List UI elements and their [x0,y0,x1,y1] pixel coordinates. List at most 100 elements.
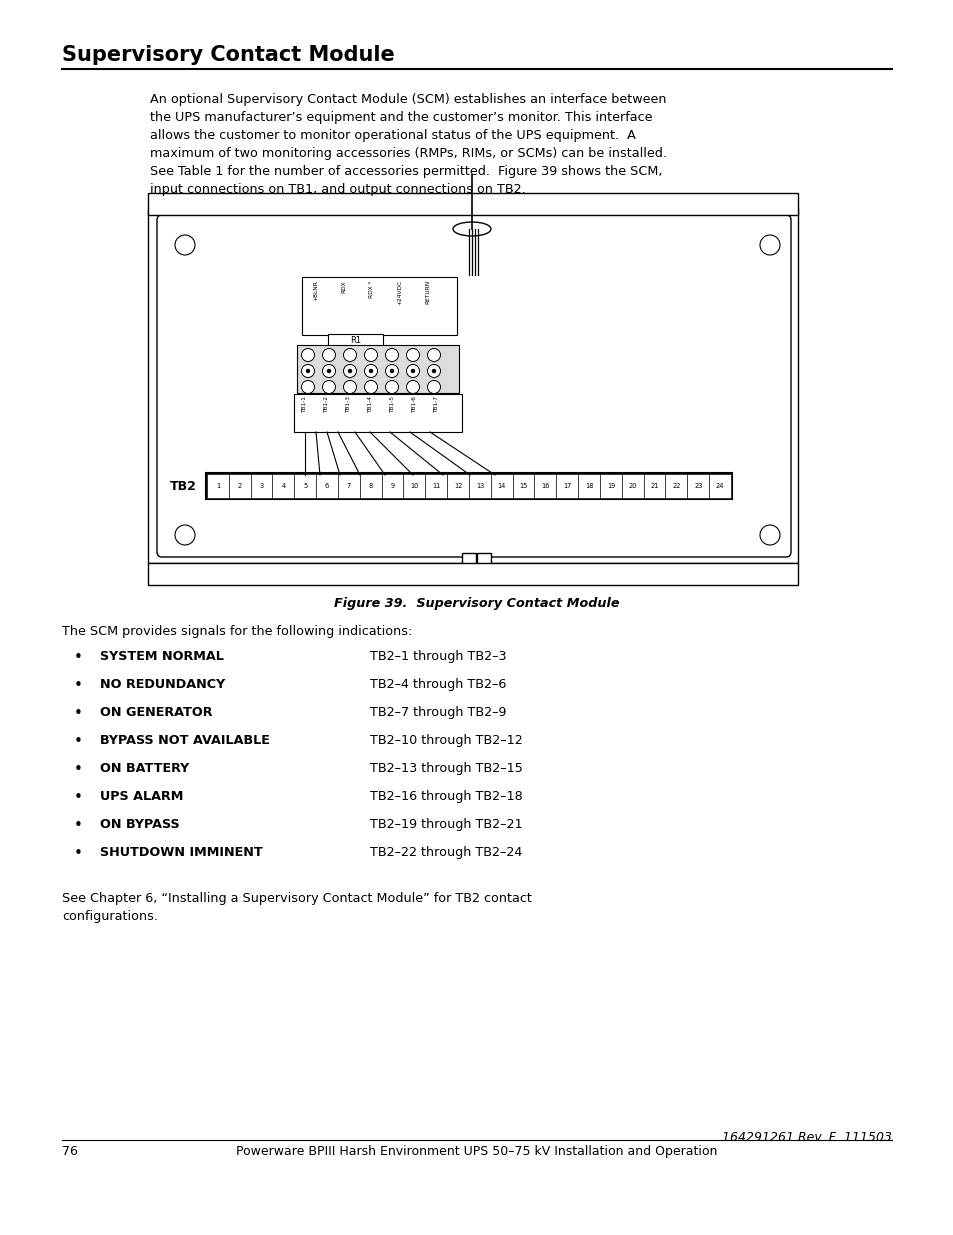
Text: BYPASS NOT AVAILABLE: BYPASS NOT AVAILABLE [100,734,270,747]
Bar [302,277,456,335]
FancyBboxPatch shape [157,215,790,557]
Circle shape [385,380,398,394]
Bar [229,474,251,498]
Text: TB2–4 through TB2–6: TB2–4 through TB2–6 [370,678,506,692]
Circle shape [427,348,440,362]
Text: An optional Supervisory Contact Module (SCM) establishes an interface between
th: An optional Supervisory Contact Module (… [150,93,666,196]
Bar [381,474,403,498]
Text: •: • [74,650,83,664]
Circle shape [385,348,398,362]
Text: SHUTDOWN IMMINENT: SHUTDOWN IMMINENT [100,846,262,860]
Circle shape [301,364,314,378]
Text: •: • [74,846,83,861]
Text: 20: 20 [628,483,637,489]
Bar [425,474,447,498]
Text: 9: 9 [390,483,395,489]
Bar [294,474,315,498]
Text: TB2–10 through TB2–12: TB2–10 through TB2–12 [370,734,522,747]
Text: TB1-4: TB1-4 [368,396,374,412]
Bar [315,474,337,498]
Circle shape [301,348,314,362]
Bar [556,474,578,498]
Text: The SCM provides signals for the following indications:: The SCM provides signals for the followi… [62,625,412,638]
Text: 12: 12 [454,483,462,489]
Circle shape [322,364,335,378]
Bar [599,474,621,498]
Text: 23: 23 [694,483,701,489]
Text: 4: 4 [281,483,285,489]
Text: 3: 3 [259,483,263,489]
Circle shape [427,380,440,394]
Text: 2: 2 [237,483,242,489]
Bar [148,563,797,585]
Text: 14: 14 [497,483,505,489]
Text: TB2–22 through TB2–24: TB2–22 through TB2–24 [370,846,522,860]
Bar [294,394,461,432]
Ellipse shape [461,569,481,585]
Text: 10: 10 [410,483,418,489]
Circle shape [390,369,394,373]
Text: 7: 7 [347,483,351,489]
Circle shape [174,235,194,254]
Text: 13: 13 [476,483,483,489]
Bar [534,474,556,498]
Text: ON BYPASS: ON BYPASS [100,818,179,831]
Text: •: • [74,706,83,721]
Text: 24: 24 [715,483,723,489]
Text: ON GENERATOR: ON GENERATOR [100,706,213,719]
Circle shape [174,525,194,545]
Circle shape [406,364,419,378]
Text: TB1-6: TB1-6 [412,396,417,412]
Text: 22: 22 [672,483,679,489]
Bar [643,474,665,498]
Text: RETURN: RETURN [425,280,430,304]
Text: 11: 11 [432,483,440,489]
Text: TB2–1 through TB2–3: TB2–1 through TB2–3 [370,650,506,663]
Text: 5: 5 [303,483,307,489]
Text: Figure 39.  Supervisory Contact Module: Figure 39. Supervisory Contact Module [334,597,619,610]
Bar [328,333,382,347]
Circle shape [343,364,356,378]
Bar [206,473,731,499]
Text: Powerware BPIII Harsh Environment UPS 50–75 kV Installation and Operation: Powerware BPIII Harsh Environment UPS 50… [236,1145,717,1158]
Text: +BLNR: +BLNR [314,280,318,301]
Bar [447,474,469,498]
Circle shape [327,369,331,373]
Bar [708,474,730,498]
Bar [273,474,294,498]
Bar [337,474,359,498]
Text: TB2–7 through TB2–9: TB2–7 through TB2–9 [370,706,506,719]
Circle shape [760,235,780,254]
Circle shape [306,369,310,373]
Text: •: • [74,762,83,777]
Circle shape [411,369,415,373]
Bar [665,474,686,498]
Text: TB1-1: TB1-1 [302,396,307,412]
Text: TB2–16 through TB2–18: TB2–16 through TB2–18 [370,790,522,803]
Text: R1: R1 [350,336,360,345]
Bar [686,474,708,498]
Circle shape [322,348,335,362]
Circle shape [364,348,377,362]
Text: 164291261 Rev. F  111503: 164291261 Rev. F 111503 [721,1131,891,1144]
Text: NO REDUNDANCY: NO REDUNDANCY [100,678,225,692]
Bar [296,345,458,393]
Text: 6: 6 [325,483,329,489]
Text: 16: 16 [540,483,549,489]
Text: 19: 19 [606,483,615,489]
Bar [148,193,797,215]
Bar [251,474,273,498]
Circle shape [364,364,377,378]
Bar [512,474,534,498]
Bar [491,474,512,498]
Text: +24VDC: +24VDC [397,280,402,305]
Text: TB1-2: TB1-2 [324,396,329,412]
Circle shape [364,380,377,394]
Bar [207,474,229,498]
Circle shape [343,380,356,394]
Text: 21: 21 [650,483,659,489]
Text: 17: 17 [562,483,571,489]
Circle shape [369,369,373,373]
Text: 1: 1 [215,483,220,489]
Text: UPS ALARM: UPS ALARM [100,790,183,803]
